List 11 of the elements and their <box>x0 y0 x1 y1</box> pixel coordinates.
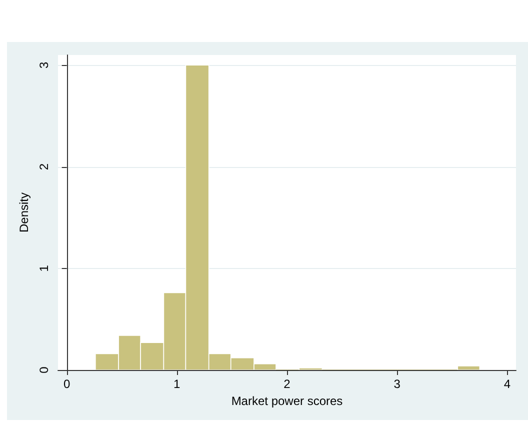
x-tick-label: 3 <box>394 377 401 391</box>
x-tick-label: 0 <box>63 377 70 391</box>
y-tick-label: 2 <box>37 163 51 170</box>
y-tick-label: 3 <box>37 62 51 69</box>
x-tick-label: 2 <box>284 377 291 391</box>
y-tick-label: 1 <box>37 264 51 272</box>
x-tick-label: 4 <box>504 377 511 391</box>
y-axis-title: Density <box>17 192 31 233</box>
y-tick-label: 0 <box>37 366 51 374</box>
x-tick-label: 1 <box>174 377 181 391</box>
x-axis-title: Market power scores <box>231 394 343 408</box>
